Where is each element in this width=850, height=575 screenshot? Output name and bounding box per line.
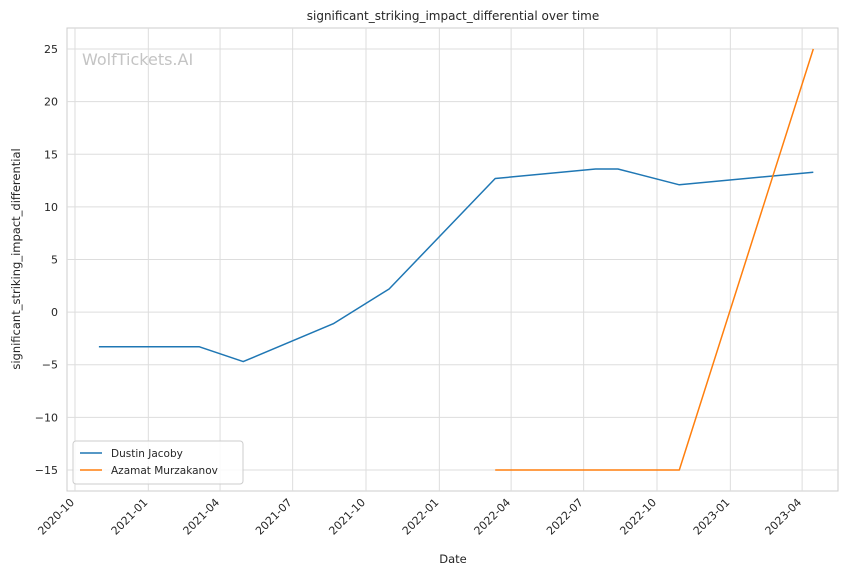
x-tick-label: 2021-10 [326,496,368,538]
y-tick-label: 20 [44,96,58,109]
y-tick-label: 10 [44,201,58,214]
chart-title: significant_striking_impact_differential… [307,9,599,23]
y-tick-label: 0 [51,306,58,319]
legend: Dustin Jacoby Azamat Murzakanov [72,440,244,485]
series-layer [98,48,815,471]
grid [67,28,838,491]
x-axis: 2020-10 2021-01 2021-04 2021-07 2021-10 2022-… [35,496,804,538]
watermark: WolfTickets.AI [82,50,193,69]
y-tick-label: 25 [44,43,58,56]
legend-box [72,440,244,485]
x-tick-label: 2021-04 [181,496,223,538]
x-tick-label: 2023-04 [763,496,805,538]
x-tick-label: 2022-10 [617,496,659,538]
y-tick-label: −15 [35,464,58,477]
x-tick-label: 2022-04 [472,496,514,538]
legend-label-azamat-murzakanov: Azamat Murzakanov [111,465,218,477]
y-tick-label: 5 [51,254,58,267]
y-axis-title: significant_striking_impact_differential [9,148,23,369]
x-tick-label: 2022-07 [544,496,586,538]
series-line-azamat-murzakanov [495,48,815,471]
x-axis-title: Date [439,552,467,566]
y-tick-label: 15 [44,148,58,161]
x-tick-label: 2022-01 [400,496,442,538]
series-line-dustin-jacoby [98,168,814,363]
x-tick-label: 2023-01 [691,496,733,538]
x-tick-label: 2020-10 [35,496,77,538]
x-tick-label: 2021-07 [253,496,295,538]
y-tick-label: −5 [42,359,58,372]
legend-label-dustin-jacoby: Dustin Jacoby [111,448,183,460]
y-axis: 25 20 15 10 5 0 −5 −10 −15 [35,43,58,477]
y-tick-label: −10 [35,411,58,424]
x-tick-label: 2021-01 [109,496,151,538]
